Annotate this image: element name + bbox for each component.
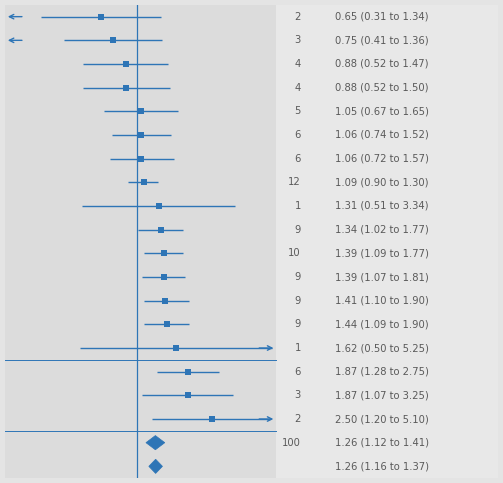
- Text: 9: 9: [294, 225, 301, 235]
- Text: 2: 2: [294, 12, 301, 22]
- Text: 10: 10: [288, 248, 301, 258]
- Text: 12: 12: [288, 177, 301, 187]
- Text: 9: 9: [294, 272, 301, 282]
- Text: 1.31 (0.51 to 3.34): 1.31 (0.51 to 3.34): [336, 201, 429, 211]
- Text: 6: 6: [294, 154, 301, 164]
- Text: 1.06 (0.74 to 1.52): 1.06 (0.74 to 1.52): [336, 130, 429, 140]
- Text: 0.88 (0.52 to 1.50): 0.88 (0.52 to 1.50): [336, 83, 429, 93]
- Text: 6: 6: [294, 130, 301, 140]
- Text: 1.05 (0.67 to 1.65): 1.05 (0.67 to 1.65): [336, 106, 429, 116]
- Text: 1.26 (1.12 to 1.41): 1.26 (1.12 to 1.41): [336, 438, 429, 448]
- Text: 4: 4: [295, 83, 301, 93]
- Text: 1.39 (1.09 to 1.77): 1.39 (1.09 to 1.77): [336, 248, 429, 258]
- Text: 1.62 (0.50 to 5.25): 1.62 (0.50 to 5.25): [336, 343, 429, 353]
- Text: 100: 100: [282, 438, 301, 448]
- Text: 9: 9: [294, 319, 301, 329]
- FancyBboxPatch shape: [276, 5, 498, 478]
- Polygon shape: [149, 459, 162, 473]
- Text: 1.87 (1.28 to 2.75): 1.87 (1.28 to 2.75): [336, 367, 429, 377]
- Text: 4: 4: [295, 59, 301, 69]
- Text: 1.39 (1.07 to 1.81): 1.39 (1.07 to 1.81): [336, 272, 429, 282]
- Text: 2: 2: [294, 414, 301, 424]
- Text: 2.50 (1.20 to 5.10): 2.50 (1.20 to 5.10): [336, 414, 429, 424]
- Text: 5: 5: [294, 106, 301, 116]
- Text: 1.06 (0.72 to 1.57): 1.06 (0.72 to 1.57): [336, 154, 429, 164]
- Text: 1.34 (1.02 to 1.77): 1.34 (1.02 to 1.77): [336, 225, 429, 235]
- Text: 3: 3: [295, 35, 301, 45]
- Text: 1.26 (1.16 to 1.37): 1.26 (1.16 to 1.37): [336, 461, 429, 471]
- Text: 1.41 (1.10 to 1.90): 1.41 (1.10 to 1.90): [336, 296, 429, 306]
- Text: 0.88 (0.52 to 1.47): 0.88 (0.52 to 1.47): [336, 59, 429, 69]
- Text: 0.65 (0.31 to 1.34): 0.65 (0.31 to 1.34): [336, 12, 429, 22]
- Text: 3: 3: [295, 390, 301, 400]
- Text: 1.44 (1.09 to 1.90): 1.44 (1.09 to 1.90): [336, 319, 429, 329]
- Text: 1: 1: [294, 343, 301, 353]
- Text: 1.09 (0.90 to 1.30): 1.09 (0.90 to 1.30): [336, 177, 429, 187]
- Text: 1: 1: [294, 201, 301, 211]
- Text: 1.87 (1.07 to 3.25): 1.87 (1.07 to 3.25): [336, 390, 429, 400]
- Text: 9: 9: [294, 296, 301, 306]
- Text: 0.75 (0.41 to 1.36): 0.75 (0.41 to 1.36): [336, 35, 429, 45]
- Polygon shape: [146, 436, 165, 450]
- Text: 6: 6: [294, 367, 301, 377]
- FancyBboxPatch shape: [5, 5, 276, 478]
